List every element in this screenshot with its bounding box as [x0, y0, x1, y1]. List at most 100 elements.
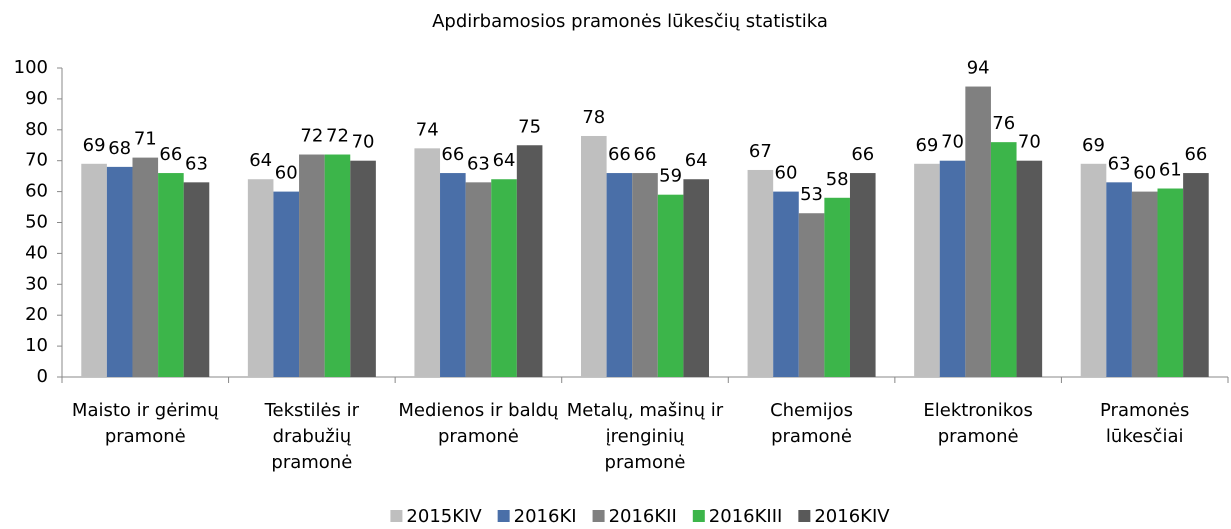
- x-tick-label: Tekstilės ir drabužių pramonė: [264, 400, 360, 473]
- x-tick-label: Maisto ir gėrimų pramonė: [71, 400, 219, 447]
- value-label: 66: [634, 144, 657, 165]
- legend-marker: [497, 510, 510, 522]
- y-tick-label: 100: [14, 57, 48, 78]
- value-label: 70: [941, 132, 964, 153]
- value-label: 53: [800, 184, 823, 205]
- bar: [465, 182, 492, 377]
- bar: [1080, 163, 1107, 377]
- bar: [414, 148, 441, 377]
- value-label: 69: [915, 135, 938, 156]
- value-label: 63: [185, 153, 208, 174]
- bar: [1016, 160, 1043, 377]
- bar: [747, 169, 774, 377]
- legend-marker: [798, 510, 811, 522]
- y-tick-label: 70: [25, 150, 48, 171]
- value-label: 61: [1159, 160, 1182, 181]
- value-label: 66: [851, 144, 874, 165]
- value-label: 67: [749, 141, 772, 162]
- value-label: 58: [826, 169, 849, 190]
- y-tick-label: 80: [25, 119, 48, 140]
- x-tick-label: Elektronikos pramonė: [923, 400, 1033, 447]
- value-label: 72: [300, 126, 323, 147]
- bar: [990, 142, 1017, 377]
- value-label: 69: [83, 135, 106, 156]
- bar: [939, 160, 966, 377]
- x-tick-label: Pramonės lūkesčiai: [1100, 400, 1190, 447]
- value-label: 64: [685, 150, 708, 171]
- bar: [1131, 191, 1158, 377]
- value-label: 66: [608, 144, 631, 165]
- value-label: 74: [416, 119, 439, 140]
- y-tick-label: 10: [25, 335, 48, 356]
- bar: [849, 173, 876, 377]
- value-label: 71: [134, 129, 157, 150]
- chart-title: Apdirbamosios pramonės lūkesčių statisti…: [432, 11, 828, 32]
- bar: [81, 163, 107, 377]
- bar: [183, 182, 210, 377]
- bar: [440, 173, 466, 377]
- value-label: 66: [441, 144, 464, 165]
- value-label: 60: [775, 163, 798, 184]
- legend-label: 2016KIV: [814, 506, 890, 527]
- value-label: 63: [467, 153, 490, 174]
- y-tick-label: 60: [25, 181, 48, 202]
- y-tick-label: 0: [37, 366, 48, 387]
- bar: [273, 191, 300, 377]
- value-label: 94: [967, 58, 990, 79]
- bar: [1157, 188, 1184, 377]
- value-label: 69: [1082, 135, 1105, 156]
- value-label: 78: [582, 107, 605, 128]
- bar: [773, 191, 799, 377]
- value-label: 64: [249, 150, 272, 171]
- value-label: 76: [992, 113, 1015, 134]
- bar: [106, 166, 133, 377]
- bar: [324, 154, 351, 377]
- y-tick-label: 90: [25, 88, 48, 109]
- y-tick-label: 20: [25, 304, 48, 325]
- value-label: 66: [1184, 144, 1207, 165]
- bar: [158, 173, 184, 377]
- x-tick-label: Metalų, mašinų ir įrenginių pramonė: [566, 400, 724, 473]
- bar: [798, 213, 825, 377]
- bar: [1106, 182, 1132, 377]
- value-label: 60: [275, 163, 298, 184]
- value-label: 72: [326, 126, 349, 147]
- bar: [606, 173, 633, 377]
- value-label: 66: [159, 144, 182, 165]
- value-label: 70: [1018, 132, 1041, 153]
- value-label: 60: [1133, 163, 1156, 184]
- legend-label: 2016KII: [609, 506, 677, 527]
- x-tick-label: Chemijos pramonė: [770, 400, 854, 447]
- legend-label: 2015KIV: [406, 506, 482, 527]
- y-tick-label: 40: [25, 242, 48, 263]
- bar: [632, 173, 658, 377]
- bar: [824, 197, 850, 377]
- bar: [683, 179, 709, 377]
- value-label: 59: [659, 166, 682, 187]
- bar: [350, 160, 376, 377]
- bar: [247, 179, 274, 377]
- bar: [914, 163, 940, 377]
- y-tick-label: 50: [25, 212, 48, 233]
- bar: [1183, 173, 1209, 377]
- bar: [299, 154, 325, 377]
- bar: [491, 179, 517, 377]
- value-label: 75: [518, 116, 541, 137]
- bar: [581, 135, 607, 377]
- legend: 2015KIV 2016KI 2016KII 2016KIII 2016KIV: [390, 506, 890, 527]
- legend-marker: [592, 510, 605, 522]
- bar: [516, 145, 543, 377]
- legend-label: 2016KI: [514, 506, 577, 527]
- bar: [132, 157, 159, 377]
- legend-label: 2016KIII: [709, 506, 783, 527]
- bar: [965, 86, 991, 377]
- value-label: 68: [108, 138, 131, 159]
- bar: [657, 194, 684, 377]
- legend-marker: [390, 510, 403, 522]
- y-tick-label: 30: [25, 273, 48, 294]
- value-label: 64: [493, 150, 516, 171]
- value-label: 70: [352, 132, 375, 153]
- legend-marker: [692, 510, 705, 522]
